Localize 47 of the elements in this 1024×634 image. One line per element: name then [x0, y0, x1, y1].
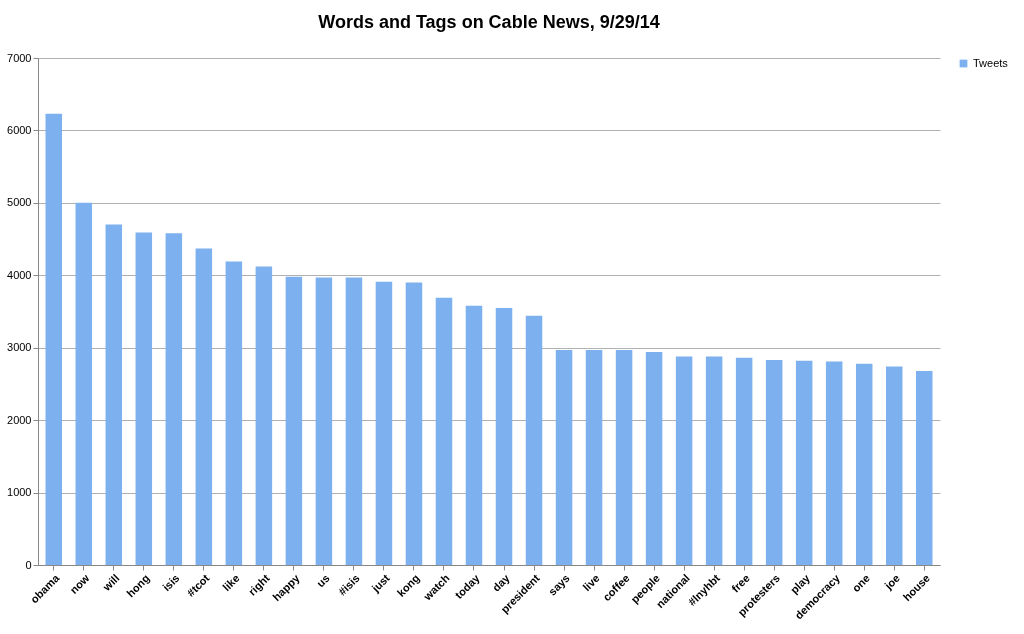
bar	[615, 349, 633, 565]
bar	[105, 224, 123, 565]
y-tick-label: 5000	[7, 196, 32, 209]
bar	[555, 349, 573, 565]
x-tick-label: live	[580, 571, 602, 594]
bar	[375, 281, 393, 565]
bar	[135, 232, 153, 565]
y-tick-label: 4000	[7, 268, 32, 281]
y-tick-label: 3000	[7, 341, 32, 354]
x-tick-label: joe	[881, 571, 902, 593]
bar	[435, 297, 453, 565]
bar	[45, 113, 63, 565]
bar	[825, 361, 843, 565]
bar	[735, 357, 753, 565]
legend-label: Tweets	[973, 56, 1009, 69]
bar	[525, 315, 543, 565]
bar	[765, 360, 783, 565]
bar	[885, 366, 903, 565]
x-tick-label: one	[849, 571, 872, 595]
bar	[165, 233, 183, 565]
bar	[225, 261, 243, 565]
bar	[915, 370, 933, 565]
y-tick-label: 0	[25, 558, 32, 571]
bar	[795, 360, 813, 565]
bar	[675, 356, 693, 565]
bar	[405, 282, 423, 565]
bar	[495, 307, 513, 565]
chart-title: Words and Tags on Cable News, 9/29/14	[318, 12, 660, 32]
y-tick-label: 2000	[7, 413, 32, 426]
bar	[645, 352, 663, 565]
x-tick-label: will	[99, 571, 122, 594]
bar	[255, 266, 273, 565]
bar	[315, 277, 333, 565]
bar	[345, 277, 363, 565]
x-tick-label: us	[314, 571, 332, 590]
y-tick-label: 6000	[7, 123, 32, 136]
bar	[855, 363, 873, 565]
x-tick-label: like	[220, 571, 242, 594]
bar	[465, 305, 483, 565]
y-tick-label: 7000	[7, 51, 32, 64]
bar	[195, 248, 213, 565]
y-tick-label: 1000	[7, 486, 32, 499]
bar	[705, 356, 723, 565]
bar	[585, 349, 603, 565]
x-tick-label: isis	[160, 571, 182, 594]
bar	[285, 276, 303, 565]
bar	[75, 202, 93, 565]
